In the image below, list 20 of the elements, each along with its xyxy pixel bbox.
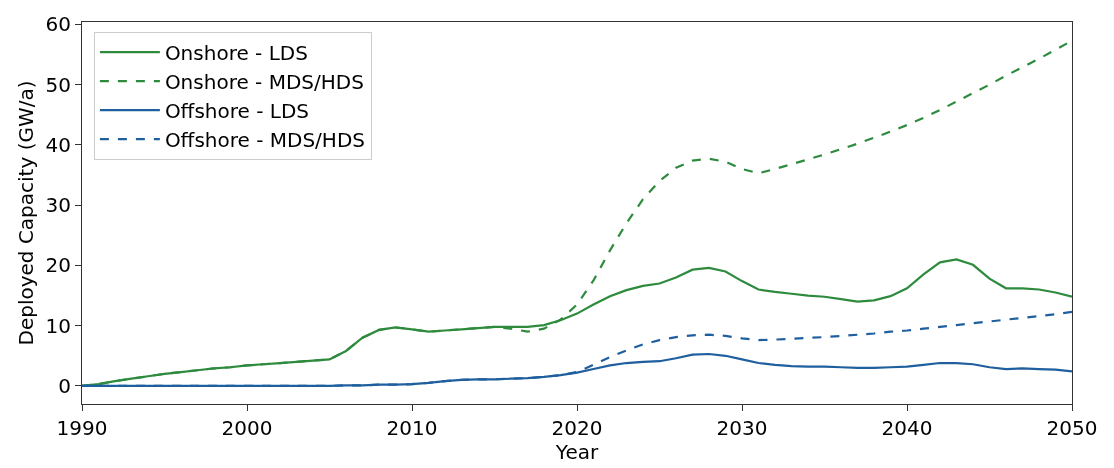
y-tick-label: 30 bbox=[45, 193, 71, 218]
x-tick-label: 2000 bbox=[221, 416, 273, 441]
y-tick-label: 10 bbox=[45, 313, 71, 338]
legend-label: Onshore - LDS bbox=[164, 40, 308, 65]
y-tick-label: 50 bbox=[45, 72, 71, 97]
x-tick-label: 2030 bbox=[716, 416, 768, 441]
y-tick-label: 0 bbox=[58, 373, 71, 398]
x-tick-label: 2050 bbox=[1046, 416, 1098, 441]
y-axis-title: Deployed Capacity (GW/a) bbox=[13, 80, 38, 346]
x-axis-title: Year bbox=[554, 440, 599, 465]
x-tick-label: 1990 bbox=[56, 416, 108, 441]
x-tick-label: 2040 bbox=[881, 416, 933, 441]
y-tick-label: 20 bbox=[45, 253, 71, 278]
legend-label: Offshore - MDS/HDS bbox=[164, 127, 365, 152]
legend-label: Onshore - MDS/HDS bbox=[164, 69, 364, 94]
y-tick-label: 60 bbox=[45, 12, 71, 37]
x-tick-label: 2010 bbox=[386, 416, 438, 441]
x-tick-label: 2020 bbox=[551, 416, 603, 441]
legend-label: Offshore - LDS bbox=[164, 98, 310, 123]
y-tick-label: 40 bbox=[45, 132, 71, 157]
